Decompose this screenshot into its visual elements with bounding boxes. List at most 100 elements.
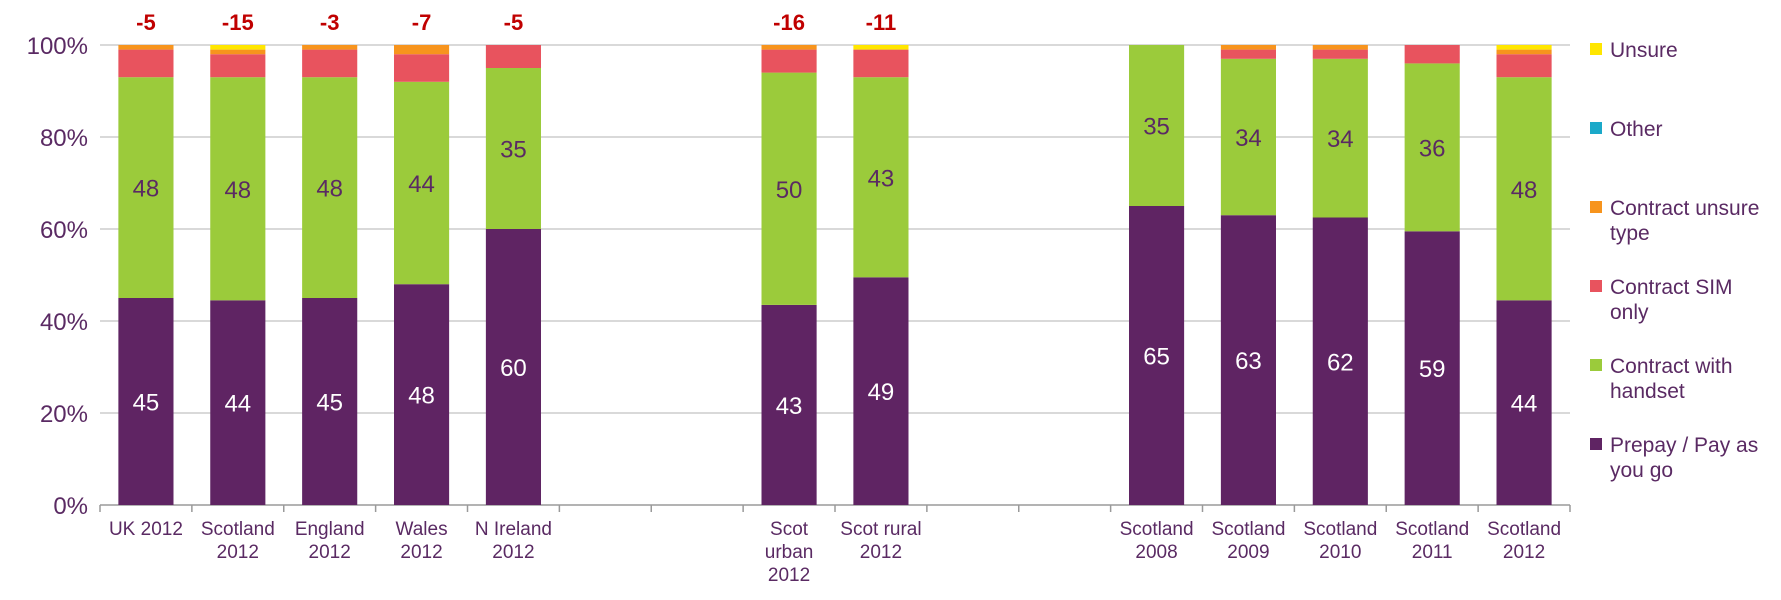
bar-segment xyxy=(1404,63,1460,232)
legend-label: Prepay / Pay as xyxy=(1610,434,1758,457)
data-label: 50 xyxy=(776,177,803,204)
x-category-label: 2010 xyxy=(1319,542,1361,563)
data-label: 48 xyxy=(224,177,251,204)
difference-label: -7 xyxy=(412,10,432,35)
difference-label: -11 xyxy=(866,10,897,35)
data-label: 44 xyxy=(224,391,251,418)
legend-swatch xyxy=(1590,438,1602,450)
y-tick-label: 20% xyxy=(40,401,88,428)
data-label: 48 xyxy=(133,176,160,203)
data-label: 45 xyxy=(133,390,160,417)
bar-segment xyxy=(1312,45,1368,50)
x-category-label: 2012 xyxy=(492,542,534,563)
bar-segment xyxy=(761,49,817,73)
bar-segment xyxy=(485,45,541,68)
legend-label: type xyxy=(1610,222,1650,245)
bar-segment xyxy=(1404,45,1460,64)
bar-segment xyxy=(1220,45,1276,50)
bar-segment xyxy=(118,298,174,505)
data-label: 45 xyxy=(316,390,343,417)
x-category-label: Wales xyxy=(396,519,448,540)
data-label: 60 xyxy=(500,355,527,382)
bar-segment xyxy=(853,277,909,505)
data-label: 44 xyxy=(1511,391,1538,418)
bar-segment xyxy=(1496,77,1552,301)
x-category-label: Scot xyxy=(770,519,809,540)
bar-segment xyxy=(853,49,909,78)
bar-segment xyxy=(853,77,909,278)
legend-swatch xyxy=(1590,359,1602,371)
data-label: 43 xyxy=(776,393,803,420)
x-category-label: 2009 xyxy=(1227,542,1269,563)
data-label: 49 xyxy=(868,379,895,406)
legend-swatch xyxy=(1590,43,1602,55)
difference-label: -15 xyxy=(222,10,254,35)
bar-segment xyxy=(210,54,266,78)
y-tick-label: 80% xyxy=(40,125,88,152)
y-tick-label: 0% xyxy=(53,493,88,520)
bar-segment xyxy=(1496,54,1552,78)
bar-segment xyxy=(761,72,817,305)
legend-label: Other xyxy=(1610,118,1663,141)
bar-segment xyxy=(1220,215,1276,505)
data-label: 34 xyxy=(1235,125,1262,152)
x-category-label: Scotland xyxy=(1120,519,1194,540)
bar-segment xyxy=(394,54,450,82)
x-category-label: Scotland xyxy=(1211,519,1285,540)
x-category-label: Scotland xyxy=(1487,519,1561,540)
x-category-label: 2012 xyxy=(1503,542,1545,563)
legend-swatch xyxy=(1590,201,1602,213)
legend-label: you go xyxy=(1610,459,1673,482)
x-category-label: 2012 xyxy=(217,542,259,563)
data-label: 35 xyxy=(500,137,527,164)
data-label: 44 xyxy=(408,171,435,198)
x-category-label: 2012 xyxy=(400,542,442,563)
bar-segment xyxy=(210,77,266,301)
data-label: 62 xyxy=(1327,349,1354,376)
bar-segment xyxy=(485,68,541,229)
bar-segment xyxy=(394,81,450,285)
data-label: 48 xyxy=(408,383,435,410)
x-category-label: urban xyxy=(765,542,814,563)
y-tick-label: 60% xyxy=(40,217,88,244)
legend-label: only xyxy=(1610,301,1649,324)
x-category-label: Scot rural xyxy=(840,519,921,540)
data-label: 59 xyxy=(1419,356,1446,383)
bar-segment xyxy=(1312,217,1368,505)
bar-segment xyxy=(1496,300,1552,505)
x-category-label: Scotland xyxy=(201,519,275,540)
y-tick-label: 100% xyxy=(27,33,88,60)
difference-label: -3 xyxy=(320,10,340,35)
legend-label: Contract with xyxy=(1610,355,1733,378)
x-category-label: UK 2012 xyxy=(109,519,183,540)
bar-segment xyxy=(118,77,174,298)
difference-label: -5 xyxy=(504,10,524,35)
data-label: 63 xyxy=(1235,348,1262,375)
legend-label: Unsure xyxy=(1610,39,1678,62)
bar-segment xyxy=(485,229,541,505)
x-category-label: 2008 xyxy=(1135,542,1177,563)
legend-label: handset xyxy=(1610,380,1685,403)
x-category-label: England xyxy=(295,519,365,540)
bar-segment xyxy=(394,284,450,505)
data-label: 36 xyxy=(1419,135,1446,162)
bar-segment xyxy=(761,304,817,505)
x-category-label: 2012 xyxy=(309,542,351,563)
bar-segment xyxy=(1496,49,1552,55)
bar-segment xyxy=(1220,49,1276,59)
legend-swatch xyxy=(1590,122,1602,134)
x-category-label: 2012 xyxy=(768,565,810,586)
bar-segment xyxy=(118,49,174,78)
difference-label: -16 xyxy=(773,10,805,35)
bar-segment xyxy=(1496,45,1552,50)
x-category-label: 2011 xyxy=(1412,542,1453,563)
bar-segment xyxy=(1404,231,1460,506)
bar-segment xyxy=(761,45,817,50)
x-category-label: N Ireland xyxy=(475,519,552,540)
difference-label: -5 xyxy=(136,10,156,35)
bar-segment xyxy=(210,45,266,50)
data-label: 34 xyxy=(1327,126,1354,153)
x-category-label: Scotland xyxy=(1395,519,1469,540)
